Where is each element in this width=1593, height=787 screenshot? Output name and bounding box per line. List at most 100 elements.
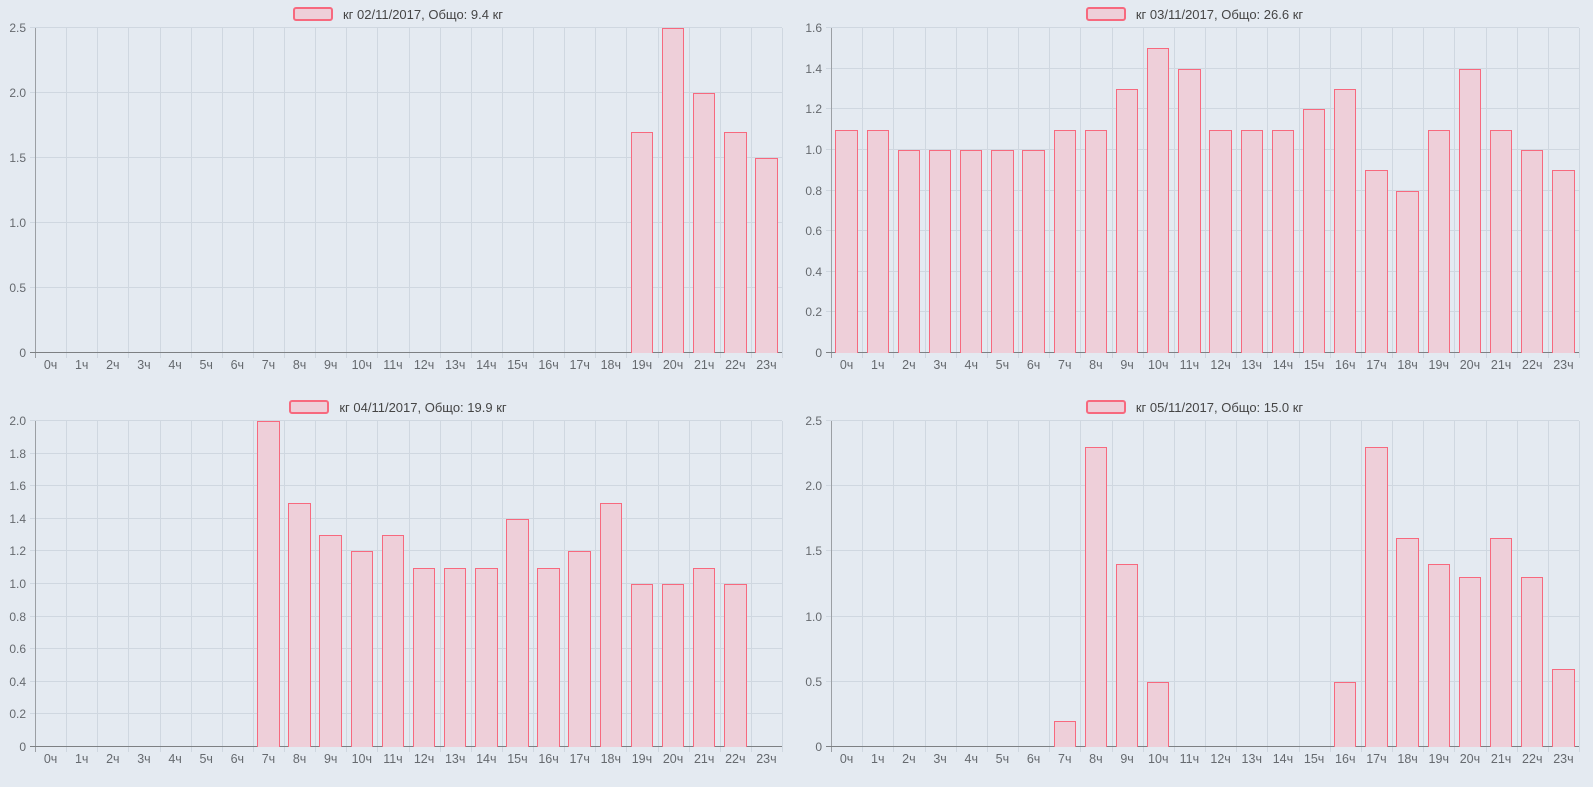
bar-7ч[interactable] [1053, 129, 1076, 353]
h-gridline [30, 583, 782, 584]
bar-3ч[interactable] [928, 149, 952, 353]
legend[interactable]: кг 03/11/2017, Общо: 26.6 кг [796, 3, 1593, 25]
bar-4ч[interactable] [960, 149, 983, 353]
bar-12ч[interactable] [1209, 129, 1232, 353]
bar-7ч[interactable] [257, 421, 280, 747]
bar-23ч[interactable] [1552, 170, 1575, 353]
v-gridline [1111, 421, 1113, 752]
legend-label: кг 02/11/2017, Общо: 9.4 кг [342, 6, 504, 22]
y-axis-tick-label: 0.4 [805, 264, 822, 279]
bar-17ч[interactable] [1365, 447, 1388, 747]
bar-21ч[interactable] [692, 93, 716, 353]
bar-12ч[interactable] [412, 567, 436, 747]
bar-22ч[interactable] [1521, 577, 1544, 747]
bar-14ч[interactable] [1271, 129, 1295, 353]
bar-8ч[interactable] [1084, 447, 1108, 747]
y-axis-tick-label: 1.6 [9, 479, 26, 494]
bar-13ч[interactable] [1240, 129, 1263, 353]
v-gridline [688, 28, 690, 358]
bar-9ч[interactable] [1115, 564, 1139, 747]
bar-21ч[interactable] [692, 567, 716, 747]
bar-2ч[interactable] [897, 149, 921, 353]
x-axis-tick-label: 10ч [351, 358, 373, 372]
v-gridline [252, 28, 254, 358]
bar-13ч[interactable] [443, 567, 467, 747]
x-axis-tick-label: 15ч [507, 358, 528, 372]
bar-18ч[interactable] [1396, 538, 1419, 747]
h-gridline [826, 27, 1579, 28]
v-gridline [1547, 28, 1549, 358]
bar-19ч[interactable] [1427, 129, 1450, 353]
bar-23ч[interactable] [755, 158, 778, 353]
bar-6ч[interactable] [1022, 149, 1045, 353]
bar-10ч[interactable] [1147, 681, 1170, 747]
x-axis-tick-label: 4ч [168, 358, 182, 372]
bar-0ч[interactable] [835, 129, 858, 353]
bar-18ч[interactable] [599, 502, 622, 747]
v-gridline [1267, 421, 1269, 752]
bar-15ч[interactable] [1302, 109, 1326, 353]
v-gridline [986, 28, 988, 358]
bar-16ч[interactable] [1334, 681, 1357, 747]
bar-17ч[interactable] [568, 551, 591, 747]
v-gridline [1298, 421, 1300, 752]
bar-18ч[interactable] [1396, 190, 1419, 353]
bar-10ч[interactable] [350, 551, 373, 747]
bar-23ч[interactable] [1552, 668, 1575, 747]
v-gridline [1329, 421, 1331, 752]
bar-9ч[interactable] [319, 535, 342, 747]
x-axis-tick-label: 18ч [1397, 358, 1418, 372]
bar-5ч[interactable] [991, 149, 1014, 353]
x-axis-tick-label: 23ч [1553, 752, 1574, 766]
bar-11ч[interactable] [381, 535, 405, 747]
bar-7ч[interactable] [1053, 720, 1076, 747]
h-gridline [30, 420, 782, 421]
bar-19ч[interactable] [630, 132, 654, 353]
v-gridline [564, 421, 566, 752]
bar-15ч[interactable] [506, 518, 529, 747]
bar-20ч[interactable] [1458, 68, 1482, 353]
bar-1ч[interactable] [866, 129, 889, 353]
h-gridline [826, 311, 1579, 313]
chart-panel-04-11-2017: кг 04/11/2017, Общо: 19.9 кг 0 0.2 0.4 0.6 0… [0, 393, 796, 787]
bar-22ч[interactable] [724, 132, 747, 353]
bar-17ч[interactable] [1365, 170, 1388, 353]
h-gridline [30, 713, 782, 715]
bar-19ч[interactable] [1427, 564, 1450, 747]
x-axis-tick-label: 19ч [1428, 752, 1449, 766]
x-axis-tick-label: 5ч [199, 358, 213, 372]
x-axis-tick-label: 16ч [1335, 358, 1356, 372]
bar-19ч[interactable] [630, 584, 654, 747]
x-axis-tick-label: 22ч [725, 752, 746, 766]
v-gridline [1298, 28, 1300, 358]
bar-14ч[interactable] [475, 567, 498, 747]
v-gridline [190, 28, 192, 358]
bar-8ч[interactable] [1084, 129, 1108, 353]
bar-20ч[interactable] [661, 584, 685, 747]
bar-20ч[interactable] [661, 28, 685, 353]
bar-8ч[interactable] [288, 502, 311, 747]
bar-21ч[interactable] [1489, 538, 1513, 747]
bar-16ч[interactable] [1334, 88, 1357, 353]
legend[interactable]: кг 04/11/2017, Общо: 19.9 кг [0, 396, 796, 418]
bar-9ч[interactable] [1115, 88, 1139, 353]
bar-22ч[interactable] [724, 584, 747, 747]
v-gridline [657, 28, 659, 358]
bar-21ч[interactable] [1489, 129, 1513, 353]
x-axis-tick-label: 18ч [600, 358, 622, 372]
v-gridline [1547, 421, 1549, 752]
x-axis-tick-label: 0ч [839, 358, 854, 372]
v-gridline [1485, 421, 1487, 752]
bar-11ч[interactable] [1178, 68, 1201, 353]
v-gridline [955, 28, 957, 358]
h-gridline [30, 550, 782, 552]
legend[interactable]: кг 05/11/2017, Общо: 15.0 кг [796, 396, 1593, 418]
v-gridline [893, 28, 895, 358]
bar-16ч[interactable] [537, 567, 560, 747]
legend[interactable]: кг 02/11/2017, Общо: 9.4 кг [0, 3, 796, 25]
bar-20ч[interactable] [1458, 577, 1482, 747]
v-gridline [1018, 421, 1019, 752]
bar-22ч[interactable] [1521, 149, 1544, 353]
bar-10ч[interactable] [1147, 48, 1170, 353]
x-axis-tick-label: 11ч [383, 358, 403, 372]
